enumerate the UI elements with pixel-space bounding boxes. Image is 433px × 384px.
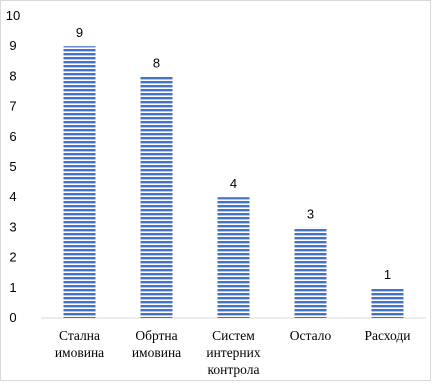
category-label: Стална (59, 328, 100, 343)
bar (217, 197, 250, 318)
category-label: Остало (290, 328, 332, 343)
y-tick-label: 5 (9, 159, 16, 174)
category-label: контрола (208, 362, 260, 377)
category-label: Обртна (135, 328, 177, 343)
y-tick-label: 0 (9, 310, 16, 325)
data-label: 3 (307, 206, 314, 221)
y-tick-label: 1 (9, 280, 16, 295)
y-tick-label: 10 (6, 8, 20, 23)
y-tick-label: 9 (9, 38, 16, 53)
category-label: имовина (132, 345, 181, 360)
y-tick-label: 4 (9, 189, 16, 204)
y-tick-label: 6 (9, 129, 16, 144)
bar (371, 287, 404, 318)
y-tick-label: 8 (9, 68, 16, 83)
bar (63, 46, 96, 318)
data-label: 1 (384, 267, 391, 282)
data-label: 9 (76, 25, 83, 40)
y-axis-ticks: 0 1 2 3 4 5 6 7 8 9 10 (6, 8, 20, 325)
bar (140, 76, 173, 319)
category-label: имовина (55, 345, 104, 360)
y-tick-label: 3 (9, 219, 16, 234)
bars (63, 46, 404, 319)
data-label: 8 (153, 55, 160, 70)
bar (294, 227, 327, 318)
data-labels: 9 8 4 3 1 (76, 25, 391, 282)
category-label: Систем (212, 328, 255, 343)
category-label: Расходи (364, 328, 410, 343)
category-labels: Стална имовина Обртна имовина Систем интерних… (55, 328, 411, 377)
y-tick-label: 2 (9, 250, 16, 265)
data-label: 4 (230, 176, 237, 191)
category-label: интерних (206, 345, 261, 360)
y-tick-label: 7 (9, 99, 16, 114)
